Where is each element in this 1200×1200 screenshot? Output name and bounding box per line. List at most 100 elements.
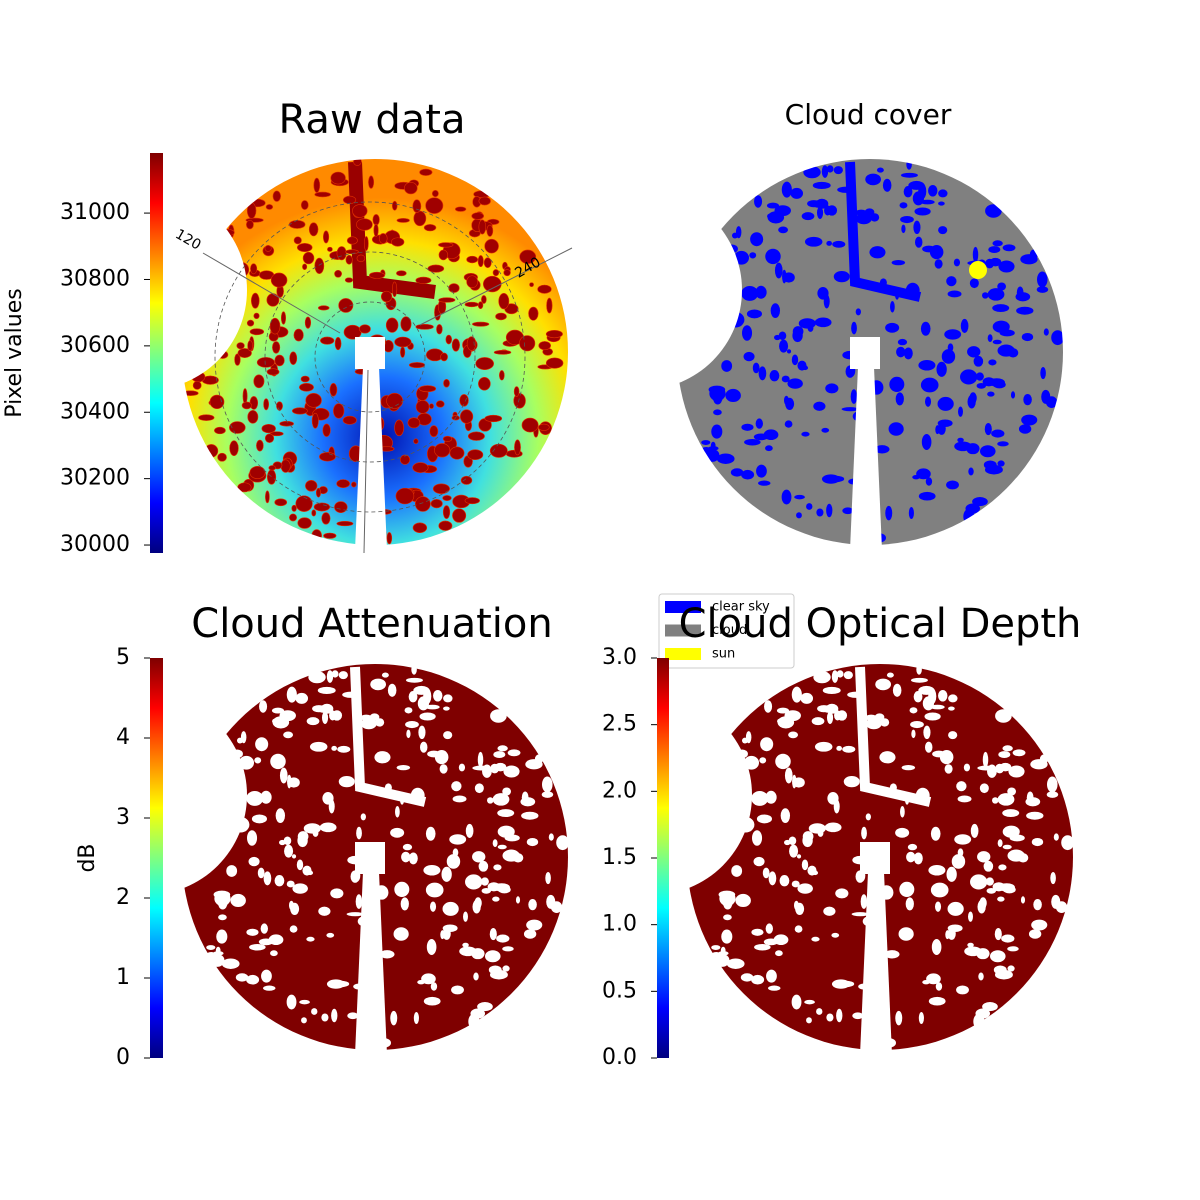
clear-blob (752, 362, 760, 374)
clear-blob (751, 928, 764, 936)
clear-blob (217, 895, 228, 910)
clear-blob (765, 790, 777, 804)
cloud-blob (256, 357, 275, 368)
clear-blob (879, 885, 894, 900)
clear-blob (329, 710, 337, 721)
clear-blob (1016, 286, 1024, 299)
clear-blob (997, 441, 1009, 447)
clear-blob (255, 737, 269, 752)
clear-blob (1026, 811, 1044, 820)
clear-blob (878, 683, 883, 691)
clear-blob (726, 958, 745, 969)
clear-blob (297, 831, 309, 842)
clear-blob (425, 704, 440, 710)
cloud-blob (311, 509, 317, 517)
clear-blob (270, 753, 286, 770)
cloud-blob (217, 452, 227, 462)
cloud-blob (261, 423, 276, 434)
cloud-blob (529, 282, 534, 288)
clear-blob (947, 927, 956, 940)
clear-blob (718, 890, 736, 899)
cloud-blob (344, 277, 354, 283)
clear-blob (794, 494, 805, 500)
clear-blob (992, 240, 1003, 247)
clear-blob (922, 245, 936, 253)
cloud-blob (265, 490, 270, 504)
cloud-blob (330, 171, 346, 185)
cloud-blob (423, 224, 437, 232)
clear-blob (928, 996, 946, 1006)
clear-blob (701, 440, 711, 445)
clear-blob (270, 950, 278, 957)
clear-blob (291, 854, 297, 859)
clear-blob (548, 833, 554, 841)
clear-blob (953, 258, 961, 267)
clear-blob (1037, 271, 1048, 288)
clear-blob (998, 883, 1015, 892)
cloud-blob (445, 334, 452, 345)
cloud-blob (396, 218, 410, 223)
clear-blob (859, 696, 866, 710)
clear-blob (946, 480, 959, 490)
clear-blob (716, 453, 735, 464)
clear-blob (871, 1045, 884, 1054)
clear-blob (918, 685, 935, 695)
cloud-blob (368, 334, 386, 349)
clear-blob (489, 928, 497, 941)
clear-blob (807, 865, 817, 876)
clear-blob (824, 205, 832, 216)
clear-blob (982, 1002, 998, 1012)
cloud-blob (436, 324, 443, 335)
cloud-blob (333, 403, 345, 419)
clear-blob (976, 948, 990, 960)
clear-blob (833, 166, 843, 175)
clear-blob (1055, 901, 1068, 913)
cloud-blob (419, 385, 437, 393)
clear-blob (822, 686, 841, 695)
clear-blob (710, 441, 716, 449)
clear-blob (958, 406, 963, 417)
cloud-blob (195, 285, 202, 303)
clear-blob (821, 165, 829, 178)
legend-swatch (665, 648, 701, 660)
cloud-blob (404, 181, 418, 195)
clear-blob (760, 737, 774, 752)
clear-blob (420, 741, 428, 753)
clear-blob (492, 793, 510, 806)
clear-blob (869, 213, 880, 222)
cloud-blob (364, 345, 376, 358)
clear-blob (1033, 899, 1042, 911)
clear-blob (891, 260, 906, 266)
clear-blob (752, 830, 763, 846)
cloud-blob (429, 403, 434, 409)
cloud-blob (363, 236, 369, 251)
cloud-blob (519, 335, 536, 352)
clear-blob (1001, 934, 1015, 943)
clear-blob (906, 159, 912, 170)
clear-blob (740, 973, 754, 982)
clear-blob (730, 468, 744, 477)
cloud-blob (198, 414, 215, 421)
clear-blob (395, 806, 400, 818)
clear-blob (775, 950, 783, 957)
clear-blob (930, 882, 949, 898)
clear-blob (896, 346, 906, 358)
clear-blob (284, 844, 294, 858)
clear-blob (968, 911, 973, 922)
colorbar-tick-label: 2 (116, 885, 130, 910)
panel-title: Raw data (279, 97, 466, 143)
cloud-blob (415, 276, 432, 284)
clear-blob (481, 887, 492, 894)
clear-blob (908, 180, 925, 190)
cloud-blob (233, 261, 250, 278)
clear-blob (319, 822, 337, 833)
cloud-blob (256, 439, 264, 452)
cloud-blob (413, 438, 419, 444)
clear-blob (921, 433, 932, 450)
clear-blob (1020, 254, 1038, 265)
clear-blob (895, 1010, 903, 1026)
colorbar-tick-label: 1.5 (602, 845, 637, 870)
clear-blob (850, 389, 858, 404)
colorbar-tick-label: 3.0 (602, 645, 637, 670)
clear-blob (309, 741, 328, 752)
